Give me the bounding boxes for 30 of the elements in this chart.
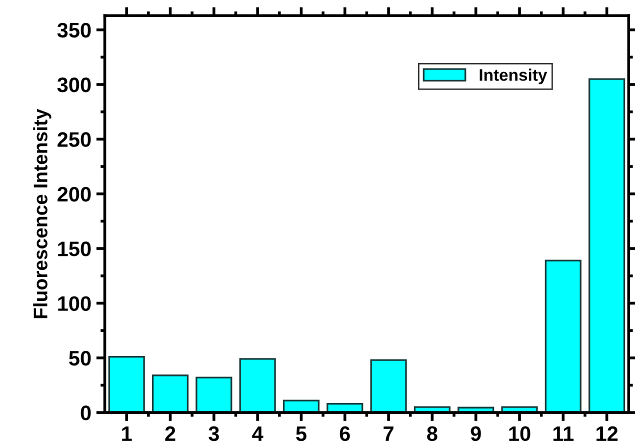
x-tick-label: 8 (427, 426, 438, 442)
x-tick-label: 5 (296, 426, 306, 442)
bar (282, 400, 320, 413)
x-tick-label: 12 (596, 426, 618, 441)
bar (544, 260, 582, 413)
x-tick-label: 1 (122, 426, 132, 441)
bar (152, 374, 189, 413)
x-tick-label: 7 (384, 426, 394, 441)
x-tick-label: 2 (165, 426, 176, 441)
y-axis-title: Fluorescence Intensity (33, 108, 52, 318)
y-tick-label: 300 (57, 78, 91, 92)
bar (370, 359, 407, 413)
y-tick-label: 250 (58, 132, 91, 147)
legend-label: Intensity (480, 68, 548, 84)
y-tick-label: 150 (58, 242, 91, 256)
bar (108, 356, 145, 413)
bar (239, 358, 276, 413)
y-tick-label: 50 (69, 350, 91, 366)
y-tick-label: 0 (80, 406, 91, 420)
x-tick-label: 3 (208, 426, 219, 442)
y-tick-label: 200 (58, 186, 91, 202)
x-tick-label: 9 (470, 426, 481, 442)
x-tick-label: 6 (340, 426, 350, 442)
y-tick-label: 100 (58, 296, 91, 311)
bar (588, 78, 626, 413)
bar (196, 376, 232, 413)
x-tick-label: 4 (252, 426, 264, 441)
x-tick-label: 11 (553, 426, 574, 441)
x-tick-label: 10 (509, 426, 530, 442)
y-tick-label: 350 (57, 22, 91, 38)
